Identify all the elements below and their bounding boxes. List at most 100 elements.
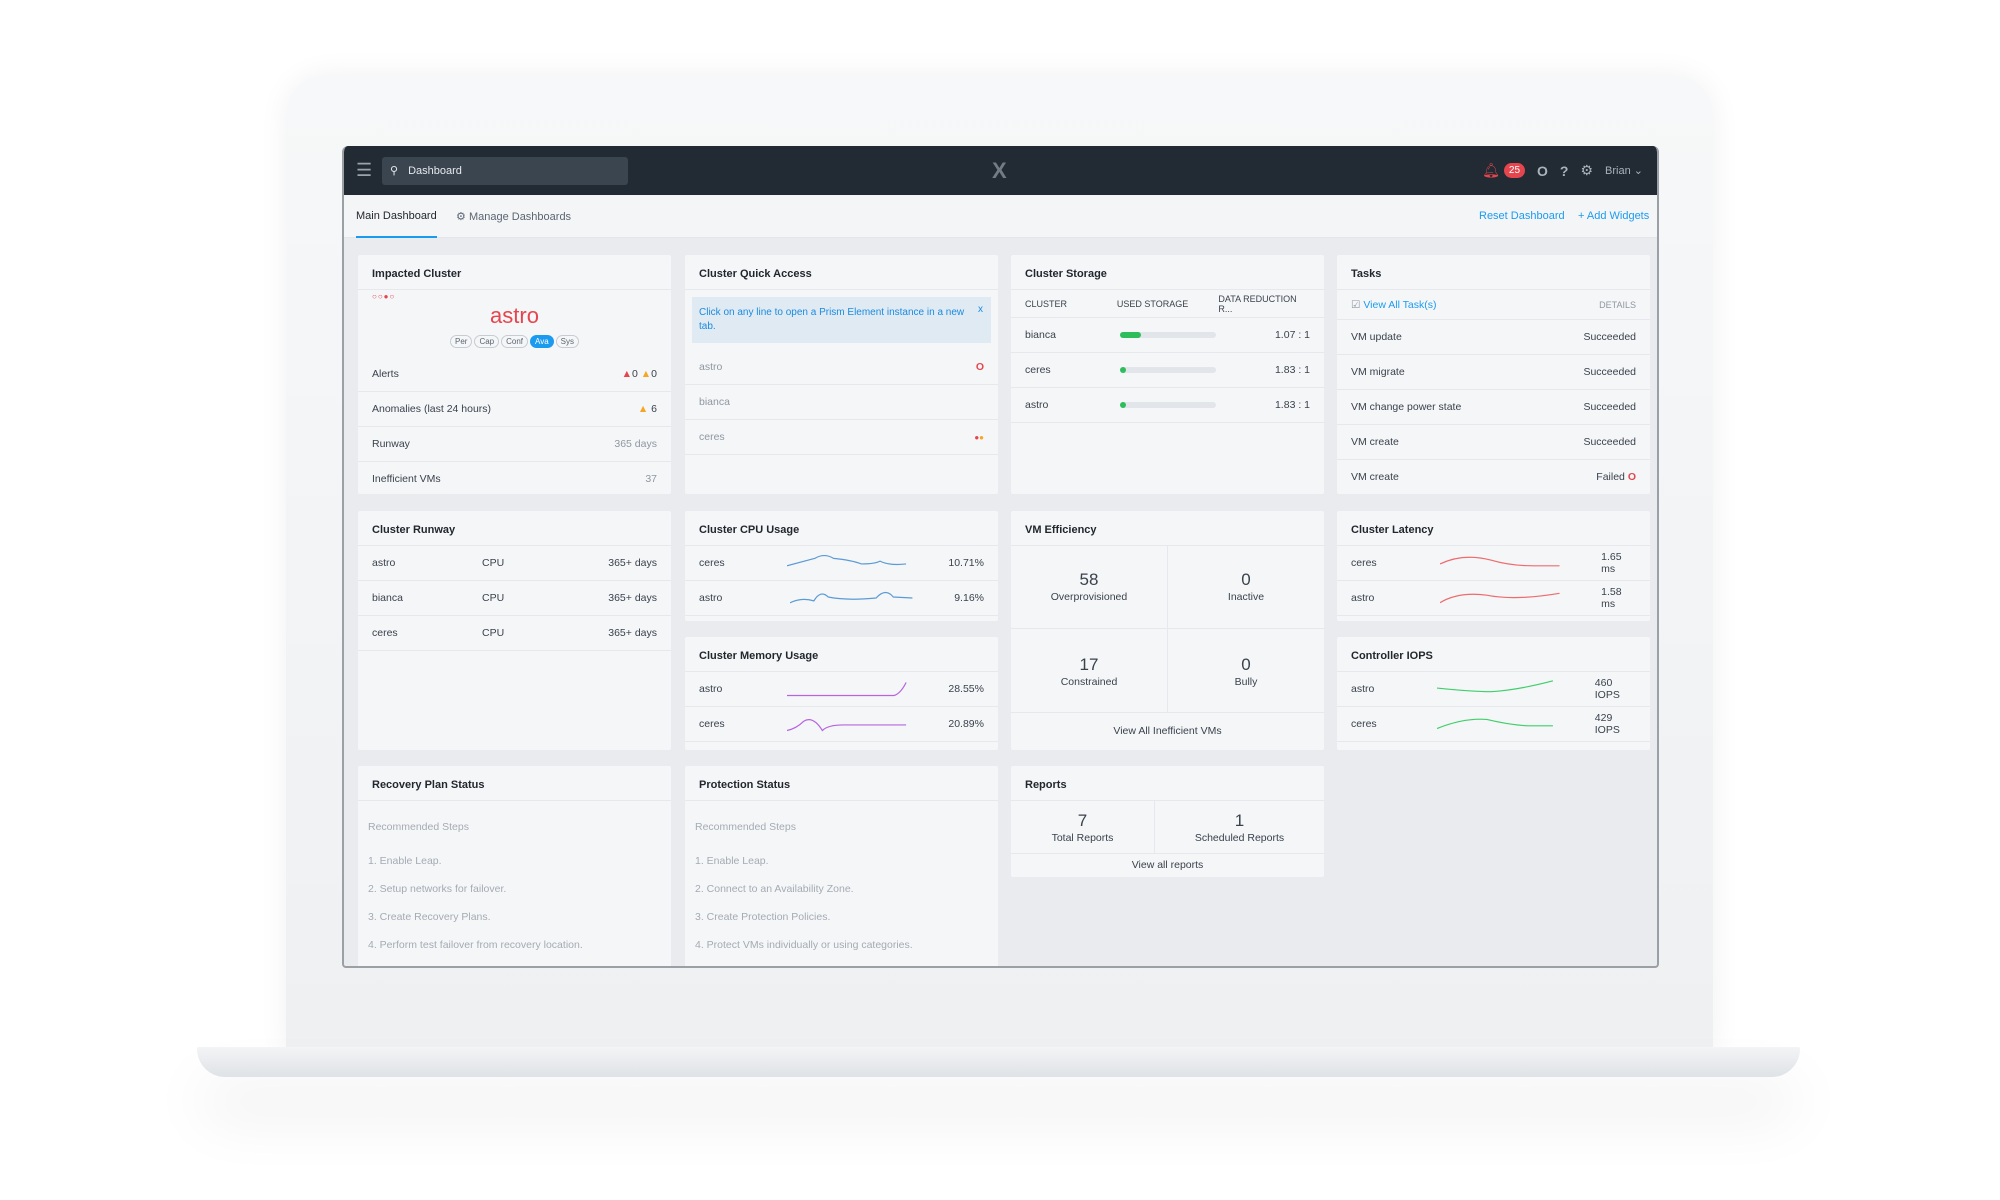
help-icon[interactable]: ?	[1559, 162, 1569, 179]
latency-row[interactable]: ceres 1.65 ms	[1337, 546, 1650, 581]
memory-row[interactable]: ceres 20.89%	[685, 707, 998, 742]
bell-icon[interactable]: 🔔︎	[1482, 162, 1500, 178]
step: 3. Create Recovery Plans.	[368, 911, 491, 923]
constrained-stat[interactable]: 17 Constrained	[1011, 654, 1167, 688]
resource: CPU	[482, 627, 505, 639]
close-icon[interactable]: x	[978, 304, 983, 315]
iops-row[interactable]: astro 460 IOPS	[1337, 672, 1650, 707]
steps-heading: Recommended Steps	[695, 821, 796, 833]
stat-value: 7	[1077, 811, 1088, 830]
warning-icon: ▲	[637, 403, 649, 415]
anomalies-row[interactable]: Anomalies (last 24 hours) ▲ 6	[358, 392, 671, 427]
task-row[interactable]: VM create Succeeded	[1337, 425, 1650, 460]
add-widgets-link[interactable]: + Add Widgets	[1578, 210, 1650, 222]
vm-efficiency-card: VM Efficiency 58 Overprovisioned 0 Inactiv…	[1011, 511, 1324, 750]
total-reports-stat[interactable]: 7 Total Reports	[1011, 810, 1154, 844]
runway-value: 365+ days	[608, 557, 657, 569]
recommended-steps: Recommended Steps 1. Enable Leap. 2. Conne…	[685, 801, 998, 966]
user-menu[interactable]: Brian ⌄	[1605, 164, 1643, 177]
alerts-row[interactable]: Alerts ▲ 0 ▲ 0	[358, 357, 671, 392]
gear-icon[interactable]: ⚙	[1580, 162, 1594, 178]
task-status: Succeeded	[1583, 331, 1636, 343]
pill-cap[interactable]: Cap	[474, 335, 500, 348]
row-label: Runway	[372, 438, 410, 450]
recovery-plan-status-card: Recovery Plan Status Recommended Steps 1.…	[358, 766, 671, 966]
pill-conf[interactable]: Conf	[501, 335, 529, 348]
metric-value: 20.89%	[948, 718, 984, 730]
tab-bar: Main Dashboard ⚙ Manage Dashboards Reset…	[344, 195, 1657, 238]
laptop-base	[197, 1047, 1800, 1077]
cluster-name: astro	[1351, 683, 1375, 695]
runway-row[interactable]: bianca CPU 365+ days	[358, 581, 671, 616]
stat-value: 0	[1241, 570, 1251, 589]
card-title: Cluster Storage	[1011, 255, 1324, 290]
storage-row[interactable]: ceres 1.83 : 1	[1011, 353, 1324, 388]
warning-count: 0	[651, 368, 657, 380]
sparkline	[787, 682, 908, 697]
row-label: Inefficient VMs	[372, 473, 441, 485]
card-title: Cluster Runway	[358, 511, 671, 546]
card-title: Reports	[1011, 766, 1324, 801]
inactive-stat[interactable]: 0 Inactive	[1168, 569, 1324, 603]
cluster-row-bianca[interactable]: bianca	[685, 385, 998, 420]
task-status: Succeeded	[1583, 436, 1636, 448]
impacted-cluster-name[interactable]: astro	[490, 303, 539, 328]
screen: ☰ ⚲ Dashboard X 🔔︎ 25 O ? ⚙ Brian ⌄ Main …	[342, 146, 1659, 968]
card-title: Controller IOPS	[1337, 637, 1650, 672]
severity-dots-icon: ○○●○	[372, 292, 396, 301]
scheduled-reports-stat[interactable]: 1 Scheduled Reports	[1155, 810, 1324, 844]
reset-dashboard-link[interactable]: Reset Dashboard	[1479, 210, 1565, 222]
table-header: CLUSTER USED STORAGE DATA REDUCTION R...	[1011, 290, 1324, 318]
task-status: Succeeded	[1583, 401, 1636, 413]
critical-count: 0	[631, 368, 638, 380]
cpu-row[interactable]: ceres 10.71%	[685, 546, 998, 581]
gear-icon: ⚙	[456, 211, 466, 223]
info-banner: Click on any line to open a Prism Elemen…	[692, 297, 991, 343]
cluster-cpu-usage-card: Cluster CPU Usage ceres 10.71% astro 9.16%	[685, 511, 998, 621]
storage-row[interactable]: bianca 1.07 : 1	[1011, 318, 1324, 353]
sparkline	[1437, 718, 1553, 730]
manage-label: Manage Dashboards	[468, 211, 572, 223]
memory-row[interactable]: astro 28.55%	[685, 672, 998, 707]
view-all-reports-link[interactable]: View all reports	[1131, 859, 1204, 871]
cluster-name: astro	[699, 683, 723, 695]
cluster-name: bianca	[1025, 329, 1056, 341]
latency-row[interactable]: astro 1.58 ms	[1337, 581, 1650, 616]
task-row[interactable]: VM change power state Succeeded	[1337, 390, 1650, 425]
pill-per[interactable]: Per	[449, 335, 473, 348]
hamburger-menu-icon[interactable]: ☰	[356, 160, 373, 180]
runway-row[interactable]: ceres CPU 365+ days	[358, 616, 671, 651]
failed-icon: O	[1627, 471, 1636, 483]
overprovisioned-stat[interactable]: 58 Overprovisioned	[1011, 569, 1167, 603]
cluster-latency-card: Cluster Latency ceres 1.65 ms astro 1.58 ms	[1337, 511, 1650, 621]
view-inefficient-vms-link[interactable]: View All Inefficient VMs	[1113, 725, 1222, 737]
alert-count-badge[interactable]: 25	[1503, 163, 1526, 178]
cluster-name: ceres	[1351, 557, 1377, 569]
runway-row[interactable]: astro CPU 365+ days	[358, 546, 671, 581]
cluster-name: bianca	[699, 396, 730, 408]
stat-label: Overprovisioned	[1050, 591, 1128, 603]
sparkline	[789, 591, 913, 604]
circle-status-icon[interactable]: O	[1537, 162, 1548, 179]
cluster-row-ceres[interactable]: ceres ●●	[685, 420, 998, 455]
cluster-row-astro[interactable]: astro O	[685, 350, 998, 385]
critical-status-icon: O	[975, 361, 984, 373]
inefficient-vms-row[interactable]: Inefficient VMs 37	[358, 462, 671, 494]
bully-stat[interactable]: 0 Bully	[1168, 654, 1324, 688]
task-row[interactable]: VM update Succeeded	[1337, 320, 1650, 355]
reports-card: Reports 7 Total Reports 1 Scheduled Report…	[1011, 766, 1324, 877]
tab-manage-dashboards[interactable]: ⚙ Manage Dashboards	[456, 210, 571, 223]
tab-main-dashboard[interactable]: Main Dashboard	[356, 210, 437, 238]
task-row[interactable]: VM migrate Succeeded	[1337, 355, 1650, 390]
search-input[interactable]: ⚲ Dashboard	[382, 156, 628, 185]
cluster-name: bianca	[372, 592, 403, 604]
runway-row[interactable]: Runway 365 days	[358, 427, 671, 462]
pill-ava[interactable]: Ava	[530, 335, 554, 348]
runway-value: 365+ days	[608, 627, 657, 639]
view-all-tasks-link[interactable]: View All Task(s)	[1363, 298, 1437, 311]
task-row[interactable]: VM create Failed O	[1337, 460, 1650, 494]
pill-sys[interactable]: Sys	[555, 335, 580, 348]
storage-row[interactable]: astro 1.83 : 1	[1011, 388, 1324, 423]
cpu-row[interactable]: astro 9.16%	[685, 581, 998, 616]
iops-row[interactable]: ceres 429 IOPS	[1337, 707, 1650, 742]
